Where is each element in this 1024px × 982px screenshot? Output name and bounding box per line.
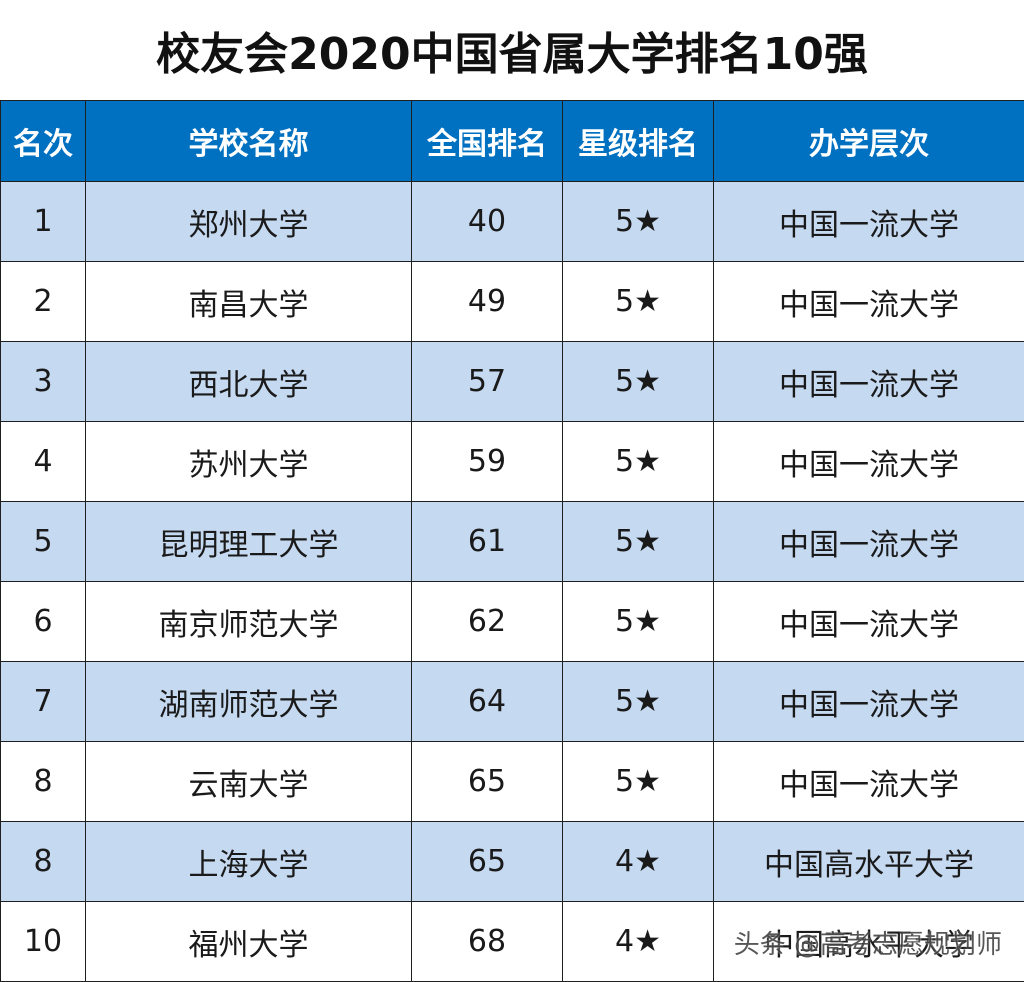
cell-stars: 5★ — [563, 502, 714, 582]
cell-level: 中国一流大学 — [714, 262, 1024, 342]
cell-national-rank: 40 — [412, 182, 563, 262]
cell-stars: 5★ — [563, 342, 714, 422]
table-row: 5 昆明理工大学 61 5★ 中国一流大学 — [1, 502, 1024, 582]
cell-national-rank: 68 — [412, 902, 563, 982]
cell-stars: 5★ — [563, 582, 714, 662]
cell-national-rank: 62 — [412, 582, 563, 662]
header-school: 学校名称 — [86, 101, 412, 182]
cell-school: 云南大学 — [86, 742, 412, 822]
table-header-row: 名次 学校名称 全国排名 星级排名 办学层次 — [1, 101, 1024, 182]
cell-level: 中国一流大学 — [714, 182, 1024, 262]
cell-school: 西北大学 — [86, 342, 412, 422]
cell-level: 中国一流大学 — [714, 582, 1024, 662]
cell-school: 湖南师范大学 — [86, 662, 412, 742]
cell-school: 郑州大学 — [86, 182, 412, 262]
cell-national-rank: 61 — [412, 502, 563, 582]
cell-national-rank: 57 — [412, 342, 563, 422]
cell-level: 中国高水平大学 — [714, 902, 1024, 982]
cell-school: 苏州大学 — [86, 422, 412, 502]
cell-level: 中国一流大学 — [714, 422, 1024, 502]
table-body: 1 郑州大学 40 5★ 中国一流大学 2 南昌大学 49 5★ 中国一流大学 … — [1, 182, 1024, 982]
ranking-table: 名次 学校名称 全国排名 星级排名 办学层次 1 郑州大学 40 5★ 中国一流… — [0, 100, 1024, 982]
cell-national-rank: 64 — [412, 662, 563, 742]
cell-rank: 2 — [1, 262, 86, 342]
cell-national-rank: 49 — [412, 262, 563, 342]
table-row: 7 湖南师范大学 64 5★ 中国一流大学 — [1, 662, 1024, 742]
cell-national-rank: 65 — [412, 822, 563, 902]
cell-school: 福州大学 — [86, 902, 412, 982]
cell-rank: 1 — [1, 182, 86, 262]
cell-school: 昆明理工大学 — [86, 502, 412, 582]
cell-level: 中国一流大学 — [714, 502, 1024, 582]
table-row: 3 西北大学 57 5★ 中国一流大学 — [1, 342, 1024, 422]
table-row: 6 南京师范大学 62 5★ 中国一流大学 — [1, 582, 1024, 662]
cell-level: 中国一流大学 — [714, 662, 1024, 742]
cell-rank: 7 — [1, 662, 86, 742]
cell-school: 南昌大学 — [86, 262, 412, 342]
cell-stars: 5★ — [563, 422, 714, 502]
cell-rank: 3 — [1, 342, 86, 422]
cell-school: 南京师范大学 — [86, 582, 412, 662]
cell-stars: 4★ — [563, 822, 714, 902]
cell-level: 中国高水平大学 — [714, 822, 1024, 902]
header-rank: 名次 — [1, 101, 86, 182]
cell-rank: 6 — [1, 582, 86, 662]
cell-stars: 5★ — [563, 742, 714, 822]
cell-stars: 5★ — [563, 662, 714, 742]
cell-national-rank: 59 — [412, 422, 563, 502]
page-title: 校友会2020中国省属大学排名10强 — [0, 0, 1024, 100]
cell-rank: 10 — [1, 902, 86, 982]
table-row: 10 福州大学 68 4★ 中国高水平大学 — [1, 902, 1024, 982]
cell-level: 中国一流大学 — [714, 742, 1024, 822]
cell-stars: 5★ — [563, 262, 714, 342]
header-level: 办学层次 — [714, 101, 1024, 182]
cell-stars: 5★ — [563, 182, 714, 262]
cell-level: 中国一流大学 — [714, 342, 1024, 422]
header-star-rank: 星级排名 — [563, 101, 714, 182]
cell-rank: 8 — [1, 742, 86, 822]
cell-national-rank: 65 — [412, 742, 563, 822]
cell-stars: 4★ — [563, 902, 714, 982]
table-row: 8 上海大学 65 4★ 中国高水平大学 — [1, 822, 1024, 902]
table-row: 2 南昌大学 49 5★ 中国一流大学 — [1, 262, 1024, 342]
cell-school: 上海大学 — [86, 822, 412, 902]
cell-rank: 4 — [1, 422, 86, 502]
cell-rank: 8 — [1, 822, 86, 902]
header-national-rank: 全国排名 — [412, 101, 563, 182]
cell-rank: 5 — [1, 502, 86, 582]
table-row: 4 苏州大学 59 5★ 中国一流大学 — [1, 422, 1024, 502]
table-row: 1 郑州大学 40 5★ 中国一流大学 — [1, 182, 1024, 262]
table-row: 8 云南大学 65 5★ 中国一流大学 — [1, 742, 1024, 822]
